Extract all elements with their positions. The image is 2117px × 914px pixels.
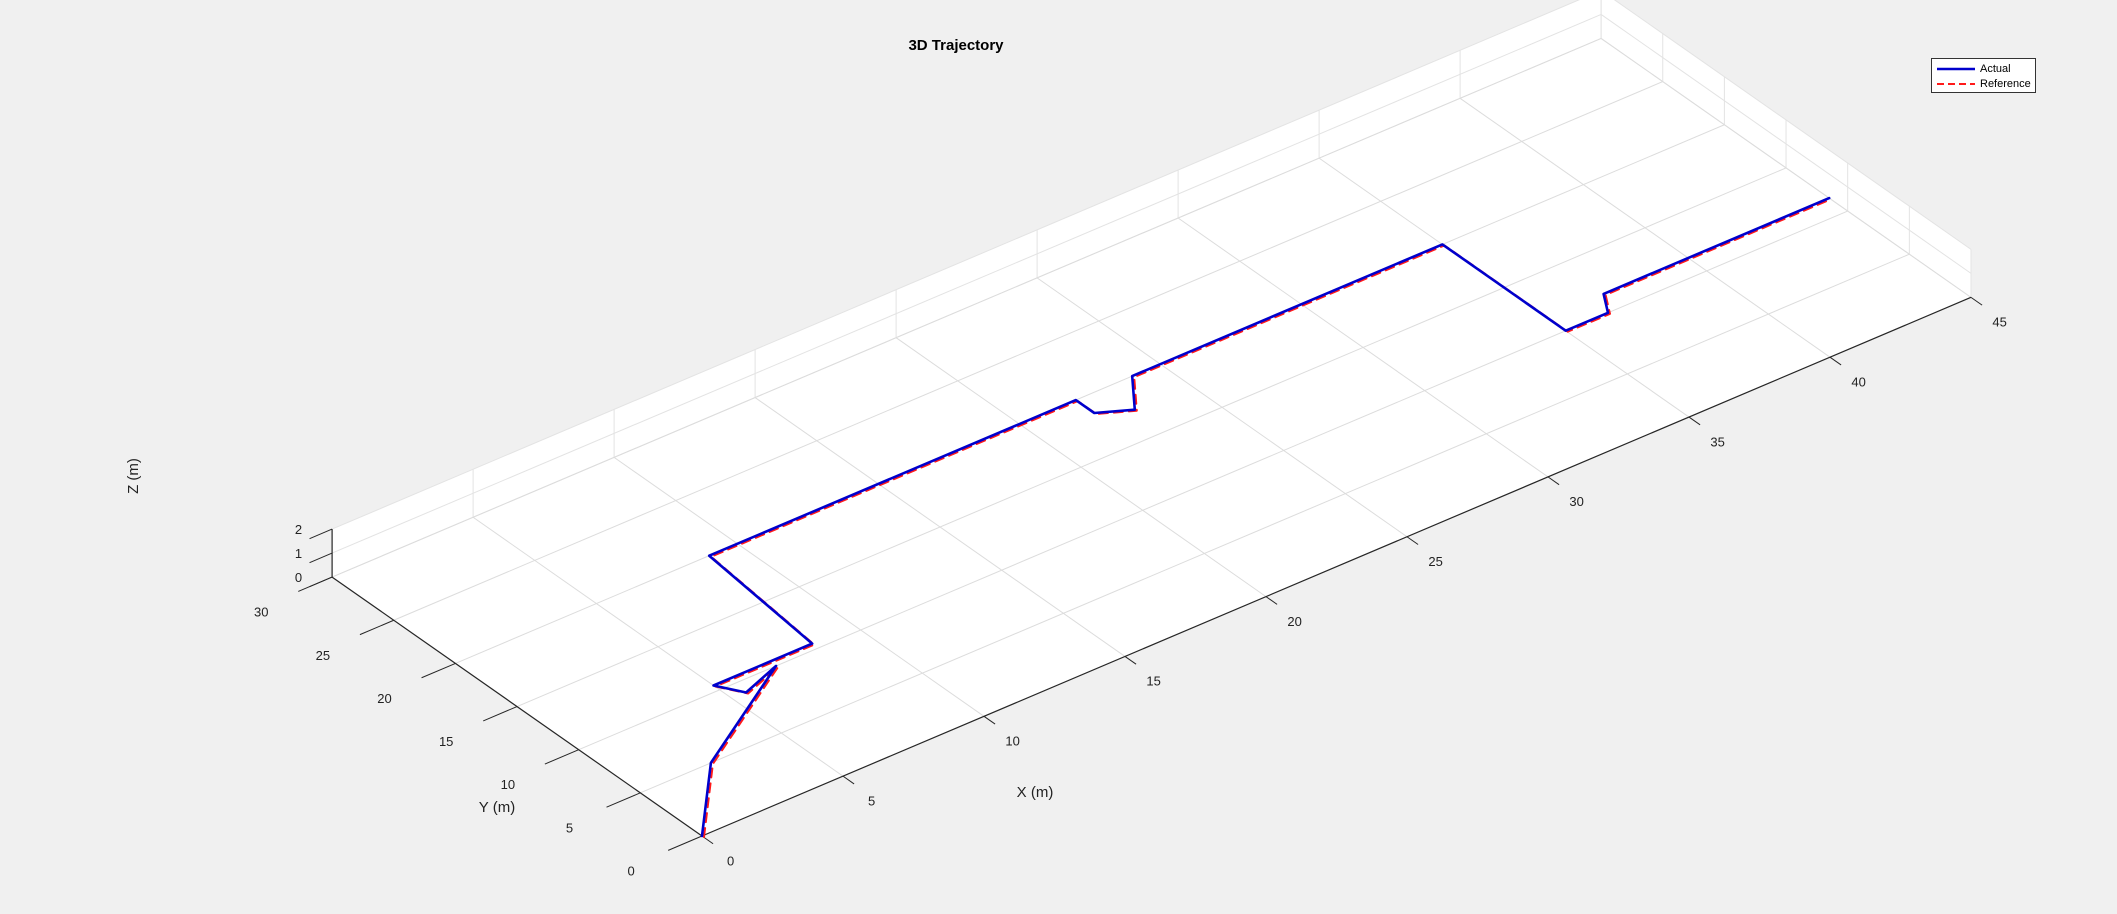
y-tick-label: 0 [628,864,635,879]
x-tick-label: 10 [1005,734,1019,749]
wall-grid-z-xz [331,13,1602,554]
grid-line-y [578,210,1848,751]
z-tick-label: 0 [295,570,302,585]
y-tick-label: 10 [501,777,515,792]
y-tick-label: 15 [439,734,453,749]
x-tick-label: 45 [1992,315,2006,330]
z-tick-mark [309,552,333,564]
y-tick-mark [667,835,703,851]
x-tick-label: 25 [1428,554,1442,569]
x-tick-label: 5 [868,793,875,808]
x-tick-label: 30 [1569,494,1583,509]
legend-item-actual: Actual [1936,62,2011,76]
legend-item-reference: Reference [1936,77,2031,91]
y-tick-mark [544,749,579,765]
z-axis-label: Z (m) [125,458,142,494]
wall-grid-z-yz [1613,0,1972,250]
series-line-actual [700,196,1831,838]
x-tick-mark [1829,356,1842,366]
x-tick-mark [1406,536,1419,545]
y-tick-label: 30 [254,605,268,620]
y-tick-label: 25 [316,648,330,663]
z-tick-mark [309,528,333,540]
y-tick-label: 20 [377,691,391,706]
x-tick-label: 0 [727,853,734,868]
y-tick-mark [359,619,394,636]
x-tick-label: 35 [1710,434,1724,449]
grid-line-y [455,124,1725,664]
y-axis-label: Y (m) [479,799,515,816]
x-axis-line [701,296,1972,837]
axes-lines [298,296,1983,851]
grid-line-y [331,37,1602,578]
x-tick-label: 20 [1287,614,1301,629]
wall-grid-z-xz [331,0,1580,530]
grid-line-y [640,253,1910,794]
x-tick-mark [1970,296,1983,306]
y-tick-mark [483,706,518,722]
legend-line-reference [1937,83,1975,85]
z-tick-label: 2 [295,522,302,537]
y-tick-mark [421,662,456,679]
x-axis-label: X (m) [1017,784,1054,801]
x-tick-mark [842,775,855,785]
grid-line-y [393,81,1663,621]
tick-labels: 0 5 10 15 20 25 30 35 40 45 0 5 10 15 20 25 30 0 1 2 [254,315,2007,879]
x-tick-mark [1547,476,1560,486]
x-tick-mark [983,715,996,725]
legend-label-actual: Actual [1980,63,2011,75]
x-tick-mark [1688,416,1701,426]
grid-line-y [516,167,1787,708]
back-wall-xz [332,0,1602,578]
x-tick-label: 40 [1851,374,1865,389]
x-tick-label: 15 [1146,674,1160,689]
y-tick-label: 5 [566,820,573,835]
legend: Actual Reference [1931,58,2036,93]
y-tick-mark [606,792,641,808]
chart-title: 3D Trajectory [908,37,1004,54]
legend-label-reference: Reference [1980,78,2031,90]
legend-line-actual [1937,67,1975,71]
x-tick-mark [1124,656,1137,665]
wall-grid-z-yz [1600,14,1972,274]
series-lines [700,196,1833,838]
z-tick-mark [309,576,333,588]
z-tick-label: 1 [295,546,302,561]
x-tick-mark [1265,596,1278,605]
